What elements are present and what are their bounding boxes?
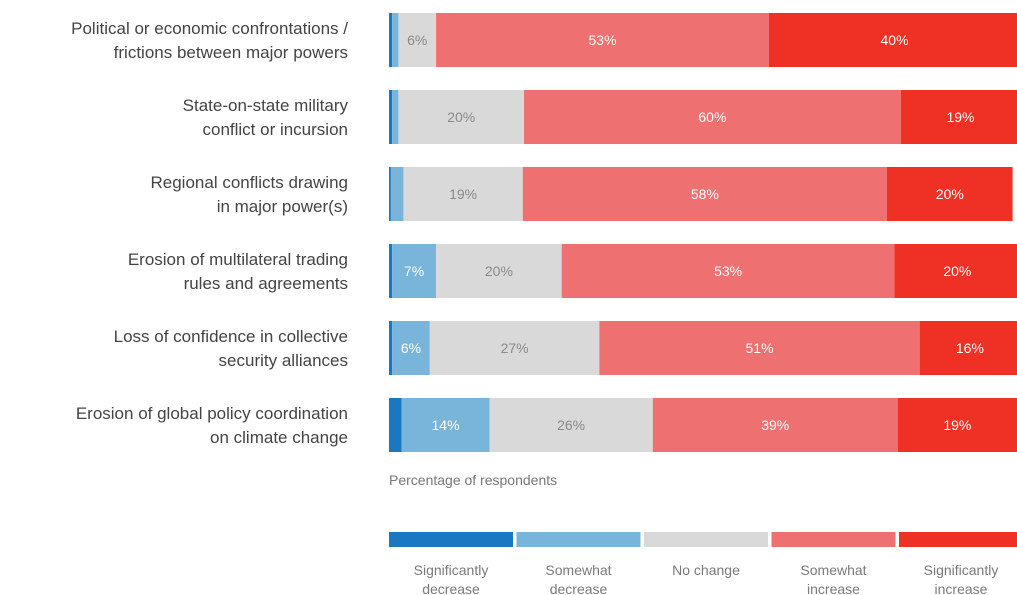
bar-segment <box>522 167 888 221</box>
category-label-line: Political or economic confrontations / <box>71 19 348 38</box>
legend-label: Somewhat increase <box>800 562 866 595</box>
bar-segment <box>436 13 769 67</box>
data-label: 6% <box>401 340 421 356</box>
category-label-line: rules and agreements <box>184 274 348 293</box>
legend-label-line: Significantly <box>924 562 999 578</box>
data-label: 20% <box>943 263 971 279</box>
legend-label: Significantly decrease <box>414 562 489 595</box>
legend-label-line: Somewhat <box>545 562 611 578</box>
category-label-line: conflict or incursion <box>202 120 348 139</box>
bar-segment <box>887 167 1013 221</box>
data-label: 6% <box>407 32 427 48</box>
bar-segment <box>392 13 399 67</box>
bar-segment <box>768 13 1017 67</box>
legend-label-line: increase <box>935 581 988 595</box>
data-label: 58% <box>691 186 719 202</box>
category-label: Political or economic confrontations / fr… <box>71 19 348 62</box>
bar-segment <box>401 398 490 452</box>
bar-segment <box>389 244 393 298</box>
data-label: 20% <box>936 186 964 202</box>
category-label: Loss of confidence in collective security… <box>114 327 348 370</box>
category-label-line: Erosion of multilateral trading <box>128 250 348 269</box>
bar-segment <box>392 90 399 144</box>
bars-group: 6% 53% 40% 20% 60% 19% 19% 58% 20% 7% 20% 53% 20% 6% 2… <box>389 13 1017 452</box>
category-label-line: State-on-state military <box>183 96 349 115</box>
legend: Significantly decrease Somewhat decrease No … <box>389 532 1017 595</box>
data-label: 27% <box>501 340 529 356</box>
bar-segment <box>900 90 1017 144</box>
bar-segment <box>398 13 437 67</box>
bar-segment <box>524 90 901 144</box>
category-label: Erosion of multilateral trading rules and… <box>128 250 348 293</box>
legend-label-line: Significantly <box>414 562 489 578</box>
bar-segment <box>599 321 920 375</box>
data-label: 40% <box>881 32 909 48</box>
bar-segment <box>392 244 437 298</box>
category-label-line: Erosion of global policy coordination <box>76 404 348 423</box>
category-label: Erosion of global policy coordination on … <box>76 404 348 447</box>
category-label-line: Regional conflicts drawing <box>151 173 349 192</box>
data-label: 14% <box>432 417 460 433</box>
category-label: Regional conflicts drawing in major power… <box>151 173 349 216</box>
bar-segment <box>894 244 1017 298</box>
bar-segment <box>389 13 393 67</box>
category-label-line: frictions between major powers <box>114 43 348 62</box>
legend-swatch <box>899 532 1017 547</box>
category-label-line: on climate change <box>210 428 348 447</box>
bar-segment <box>389 321 393 375</box>
data-label: 39% <box>761 417 789 433</box>
data-label: 19% <box>943 417 971 433</box>
bar-segment <box>390 167 404 221</box>
legend-label-line: decrease <box>550 581 608 595</box>
bar-segment <box>398 90 525 144</box>
legend-label-line: No change <box>672 562 740 578</box>
data-label: 16% <box>956 340 984 356</box>
legend-swatch <box>516 532 641 547</box>
category-labels: Political or economic confrontations / fr… <box>71 19 348 447</box>
bar-segment <box>429 321 600 375</box>
data-label: 19% <box>449 186 477 202</box>
legend-label-line: increase <box>807 581 860 595</box>
legend-label: Significantly increase <box>924 562 999 595</box>
bar-segment <box>389 167 391 221</box>
bar-segment <box>561 244 895 298</box>
category-label-line: security alliances <box>219 351 348 370</box>
bar-segment <box>919 321 1017 375</box>
data-label: 26% <box>557 417 585 433</box>
data-label: 19% <box>946 109 974 125</box>
bar-segment <box>897 398 1017 452</box>
data-label: 20% <box>485 263 513 279</box>
bar-segment <box>436 244 562 298</box>
bar-segment <box>392 321 430 375</box>
bar-segment <box>489 398 653 452</box>
legend-swatch <box>389 532 513 547</box>
data-label: 53% <box>589 32 617 48</box>
legend-swatch <box>644 532 768 547</box>
legend-swatch <box>771 532 896 547</box>
bar-segment <box>389 398 402 452</box>
legend-label-line: decrease <box>422 581 480 595</box>
data-label: 7% <box>404 263 424 279</box>
data-label: 60% <box>698 109 726 125</box>
category-label: State-on-state military conflict or incur… <box>183 96 349 139</box>
category-label-line: Loss of confidence in collective <box>114 327 348 346</box>
bar-segment <box>403 167 523 221</box>
category-label-line: in major power(s) <box>217 197 348 216</box>
legend-label-line: Somewhat <box>800 562 866 578</box>
data-label: 20% <box>447 109 475 125</box>
bar-segment <box>652 398 898 452</box>
legend-label: Somewhat decrease <box>545 562 611 595</box>
x-axis-label: Percentage of respondents <box>389 472 557 488</box>
bar-segment <box>389 90 393 144</box>
data-label: 51% <box>746 340 774 356</box>
data-label: 53% <box>714 263 742 279</box>
legend-label: No change <box>672 562 740 578</box>
